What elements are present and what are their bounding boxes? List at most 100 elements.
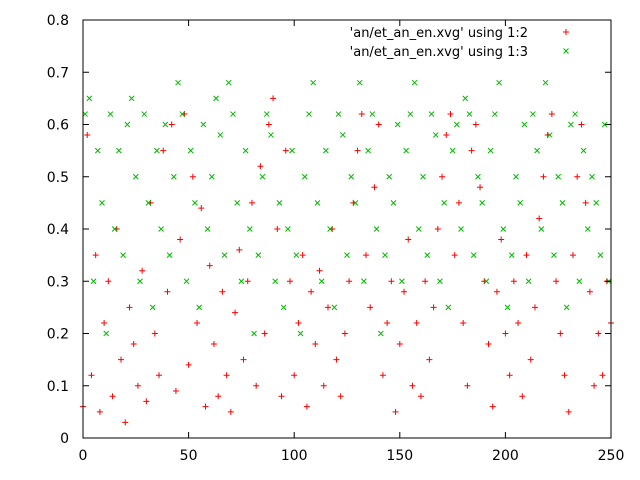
data-point-series-2 [234, 200, 241, 206]
data-point-series-1 [151, 330, 158, 337]
data-point-series-2 [301, 173, 308, 180]
data-point-series-2 [162, 121, 169, 128]
x-tick-label: 0 [79, 448, 88, 464]
data-point-series-2 [462, 95, 469, 102]
data-point-series-2 [432, 132, 439, 138]
data-point-series-1 [299, 252, 306, 259]
data-point-series-1 [126, 304, 133, 311]
data-point-series-2 [458, 226, 464, 232]
data-point-series-2 [293, 252, 300, 258]
data-point-series-1 [219, 288, 226, 295]
data-point-series-2 [437, 278, 443, 285]
data-point-series-2 [145, 200, 152, 206]
data-point-series-2 [568, 121, 574, 128]
data-point-series-2 [597, 252, 604, 258]
data-point-series-1 [409, 382, 416, 389]
data-point-series-1 [510, 278, 517, 285]
data-point-series-1 [426, 356, 433, 363]
data-point-series-1 [96, 408, 103, 415]
data-point-series-1 [253, 382, 260, 389]
data-point-series-2 [306, 111, 312, 117]
data-point-series-1 [185, 361, 192, 368]
data-points-layer [80, 79, 614, 426]
data-point-series-2 [285, 226, 291, 232]
data-point-series-2 [411, 79, 418, 86]
data-point-series-1 [574, 173, 581, 180]
data-point-series-1 [363, 252, 370, 259]
data-point-series-1 [130, 340, 137, 347]
data-point-series-1 [451, 252, 458, 259]
data-point-series-1 [244, 278, 251, 285]
data-point-series-1 [599, 372, 606, 379]
x-tick-label: 150 [386, 448, 413, 464]
legend-symbol-cross [563, 48, 569, 54]
data-point-series-1 [485, 340, 492, 347]
data-point-series-1 [303, 403, 310, 410]
data-point-series-2 [196, 304, 203, 311]
data-point-series-1 [358, 111, 365, 118]
data-point-series-2 [280, 304, 287, 311]
data-point-series-1 [506, 372, 513, 379]
data-point-series-2 [513, 173, 519, 180]
data-point-series-1 [278, 393, 285, 400]
data-point-series-2 [530, 111, 536, 117]
data-point-series-1 [565, 408, 572, 415]
data-point-series-1 [194, 320, 201, 327]
data-point-series-2 [487, 147, 494, 154]
data-point-series-2 [407, 111, 414, 117]
x-tick-label: 100 [281, 448, 308, 464]
data-point-series-2 [504, 304, 511, 311]
data-point-series-1 [455, 199, 462, 206]
data-point-series-2 [352, 200, 359, 206]
data-point-series-2 [546, 132, 553, 138]
data-point-series-1 [202, 403, 209, 410]
data-point-series-1 [527, 356, 534, 363]
data-point-series-1 [105, 278, 112, 285]
data-point-series-1 [232, 309, 239, 316]
data-point-series-2 [525, 278, 532, 285]
data-point-series-1 [172, 387, 179, 394]
data-point-series-2 [394, 121, 401, 128]
data-point-series-2 [365, 147, 371, 154]
data-point-series-2 [491, 111, 498, 117]
data-point-series-2 [323, 147, 329, 154]
data-point-series-1 [88, 372, 95, 379]
data-point-series-1 [164, 288, 171, 295]
data-point-series-2 [483, 278, 490, 285]
data-point-series-2 [259, 173, 266, 180]
data-point-series-1 [189, 173, 196, 180]
data-point-series-2 [428, 111, 435, 117]
data-point-series-1 [493, 288, 500, 295]
data-point-series-2 [149, 304, 156, 311]
data-point-series-1 [519, 393, 526, 400]
data-point-series-1 [443, 131, 450, 138]
data-point-series-2 [289, 147, 295, 154]
plot-frame [82, 19, 612, 439]
data-point-series-2 [166, 252, 173, 258]
data-point-series-2 [331, 304, 338, 311]
data-point-series-1 [92, 252, 99, 259]
data-point-series-2 [517, 200, 524, 206]
data-point-series-2 [466, 111, 473, 117]
data-point-series-1 [434, 226, 441, 232]
legend: 'an/et_an_en.xvg' using 1:2 'an/et_an_en… [350, 26, 569, 60]
data-point-series-2 [377, 330, 384, 337]
data-point-series-1 [523, 252, 530, 259]
axis-ticks-layer: 0 50 100 150 200 250 0 0.1 0.2 0.3 0.4 0.5 0.6 0.7 0.8 [47, 13, 625, 464]
data-point-series-2 [563, 304, 570, 311]
y-tick-label: 0.4 [47, 222, 69, 238]
data-point-series-2 [339, 132, 346, 138]
data-point-series-1 [291, 372, 298, 379]
data-point-series-2 [154, 147, 160, 154]
data-point-series-1 [122, 419, 129, 426]
data-point-series-1 [405, 236, 412, 243]
data-point-series-2 [538, 226, 545, 232]
data-point-series-2 [344, 252, 350, 258]
data-point-series-1 [468, 147, 475, 154]
data-point-series-2 [475, 173, 481, 180]
data-point-series-1 [206, 262, 213, 269]
data-point-series-2 [403, 147, 409, 154]
data-point-series-1 [134, 382, 141, 389]
data-point-series-2 [508, 252, 515, 258]
data-point-series-2 [242, 147, 249, 154]
